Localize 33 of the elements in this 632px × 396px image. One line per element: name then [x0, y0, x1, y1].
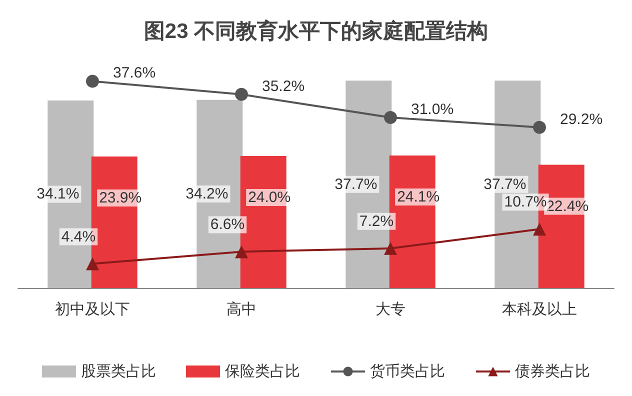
data-label: 4.4%	[61, 228, 96, 246]
data-label: 37.7%	[334, 176, 378, 193]
point	[384, 111, 397, 124]
point	[86, 257, 99, 270]
data-label: 24.1%	[397, 188, 440, 206]
x-tick-label: 大专	[376, 301, 406, 318]
data-label: 37.7%	[484, 176, 526, 193]
data-label: 34.2%	[186, 185, 228, 202]
data-label: 34.1%	[36, 186, 80, 203]
point	[86, 74, 99, 88]
data-label: 35.2%	[262, 78, 305, 95]
x-tick-label: 本科及以上	[502, 301, 577, 318]
data-label: 29.2%	[560, 110, 603, 128]
data-label: 6.6%	[210, 216, 245, 234]
data-label: 23.9%	[99, 190, 142, 207]
legend-label: 债券类占比	[515, 363, 590, 380]
legend-label: 货币类占比	[370, 363, 445, 380]
legend-label: 股票类占比	[81, 363, 156, 380]
point	[384, 242, 397, 255]
chart-title: 图23 不同教育水平下的家庭配置结构	[144, 19, 488, 43]
data-label: 24.0%	[248, 189, 291, 206]
point	[235, 245, 248, 258]
data-label: 10.7%	[504, 194, 547, 211]
point	[533, 120, 546, 134]
point	[533, 222, 546, 236]
data-label: 37.6%	[113, 64, 156, 82]
legend-label: 保险类占比	[225, 363, 300, 380]
data-label: 22.4%	[546, 198, 589, 215]
x-tick-label: 初中及以下	[55, 301, 130, 318]
point	[235, 88, 248, 101]
data-label: 7.2%	[359, 212, 394, 230]
x-tick-label: 高中	[226, 301, 256, 318]
data-label: 31.0%	[411, 101, 454, 118]
